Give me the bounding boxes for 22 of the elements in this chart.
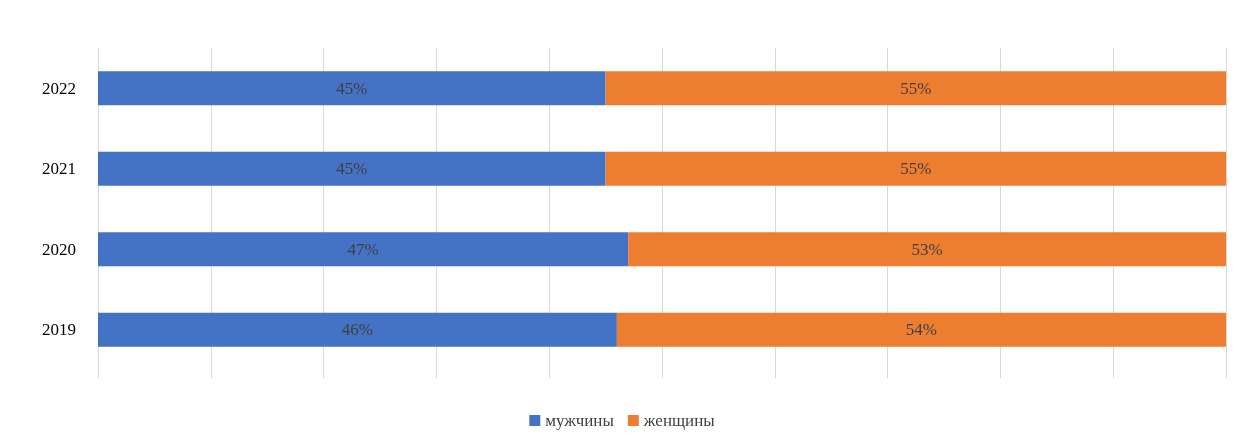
data-label: 54% bbox=[905, 320, 938, 340]
bar bbox=[616, 312, 1226, 347]
legend-label: мужчины bbox=[545, 411, 615, 430]
data-label: 46% bbox=[341, 320, 374, 340]
legend-label: женщины bbox=[642, 411, 716, 430]
bar bbox=[628, 232, 1226, 267]
bar bbox=[605, 151, 1226, 186]
data-label: 45% bbox=[336, 159, 368, 179]
bar bbox=[98, 312, 617, 347]
y-tick-label: 2022 bbox=[42, 78, 76, 98]
y-tick-label: 2019 bbox=[42, 320, 76, 340]
bar bbox=[98, 151, 606, 186]
data-label: 47% bbox=[347, 239, 379, 259]
data-label: 55% bbox=[900, 159, 932, 179]
bar bbox=[98, 232, 629, 267]
data-label: 53% bbox=[911, 239, 943, 259]
bar bbox=[98, 71, 606, 106]
data-label: 55% bbox=[900, 78, 932, 98]
data-label: 45% bbox=[336, 78, 368, 98]
y-tick-label: 2020 bbox=[42, 239, 76, 259]
bar bbox=[605, 71, 1226, 106]
y-tick-label: 2021 bbox=[42, 159, 76, 179]
